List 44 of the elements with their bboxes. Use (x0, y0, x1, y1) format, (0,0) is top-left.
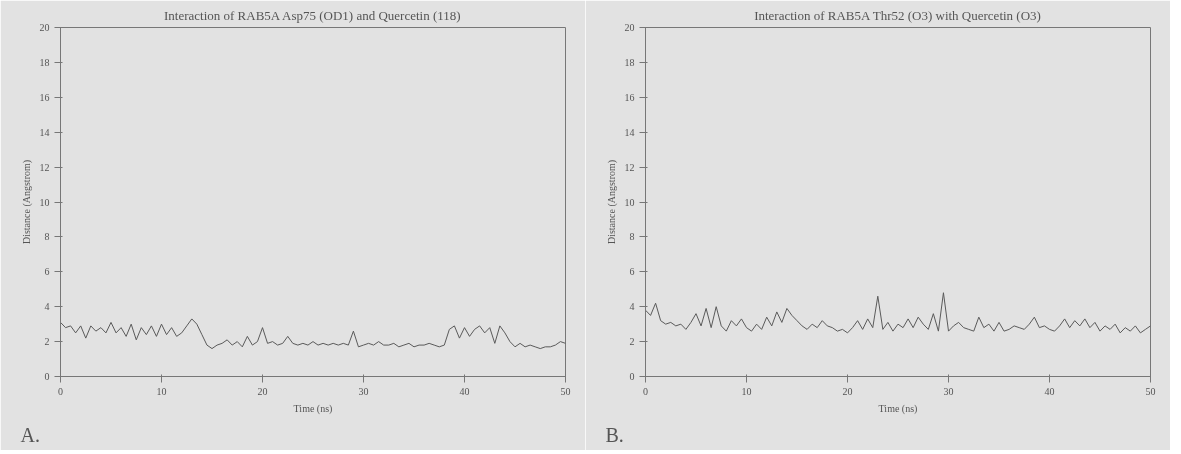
y-tick-label: 0 (44, 371, 50, 382)
y-tick-label: 6 (629, 266, 635, 278)
x-tick-label: 30 (943, 385, 954, 397)
y-tick-label: 12 (39, 161, 50, 173)
x-tick-label: 20 (257, 385, 268, 397)
x-axis-title: Time (ns) (878, 402, 918, 415)
y-tick-label: 6 (44, 266, 50, 278)
y-tick-label: 10 (39, 196, 50, 208)
line-series (60, 318, 566, 350)
text: B. (605, 423, 624, 446)
text: A. (20, 423, 40, 446)
x-axis-title: Time (ns) (293, 402, 333, 415)
y-tick-label: 18 (39, 56, 50, 68)
y-tick-label: 14 (624, 126, 635, 138)
y-tick-label: 4 (44, 301, 50, 313)
chart-title: Interaction of RAB5A Thr52 (O3) with Quercetin (O3) (754, 7, 1041, 23)
y-tick-label: 16 (624, 91, 635, 103)
x-tick-label: 50 (1145, 385, 1156, 397)
y-tick-label: 8 (629, 231, 635, 243)
y-tick-label: 18 (624, 56, 635, 68)
y-tick-label: 20 (39, 22, 50, 33)
y-axis-title: Distance (Angstrom) (605, 159, 618, 245)
x-tick-label: 0 (643, 385, 648, 397)
line-series (645, 292, 1151, 334)
y-axis-title: Distance (Angstrom) (20, 159, 33, 245)
y-tick-label: 20 (624, 22, 635, 33)
x-tick-label: 10 (156, 385, 167, 397)
y-tick-label: 2 (629, 336, 635, 348)
x-tick-label: 30 (358, 385, 369, 397)
x-tick-label: 50 (560, 385, 571, 397)
x-tick-label: 10 (741, 385, 752, 397)
y-tick-label: 0 (629, 371, 635, 382)
y-tick-label: 10 (624, 196, 635, 208)
y-tick-label: 16 (39, 91, 50, 103)
y-tick-label: 8 (44, 231, 50, 243)
y-tick-label: 14 (39, 126, 50, 138)
chart-title: Interaction of RAB5A Asp75 (OD1) and Quercetin (118) (163, 7, 461, 23)
x-tick-label: 40 (1044, 385, 1055, 397)
y-tick-label: 2 (44, 336, 50, 348)
x-tick-label: 40 (459, 385, 470, 397)
y-tick-label: 4 (629, 301, 635, 313)
x-tick-label: 0 (58, 385, 63, 397)
x-tick-label: 20 (842, 385, 853, 397)
y-tick-label: 12 (624, 161, 635, 173)
